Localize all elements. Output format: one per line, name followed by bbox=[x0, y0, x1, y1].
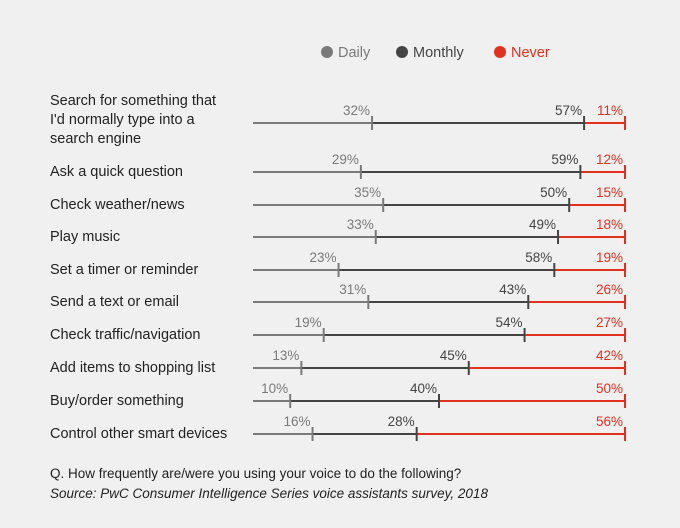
never-value-label: 27% bbox=[596, 315, 623, 330]
category-label: Check weather/news bbox=[50, 197, 185, 213]
monthly-value-label: 43% bbox=[499, 282, 526, 297]
category-label: Buy/order something bbox=[50, 393, 184, 409]
never-value-label: 19% bbox=[596, 250, 623, 265]
category-label: search engine bbox=[50, 131, 141, 147]
category-label: I'd normally type into a bbox=[50, 112, 196, 128]
monthly-value-label: 50% bbox=[540, 185, 567, 200]
question-text: Q. How frequently are/were you using you… bbox=[50, 466, 462, 481]
category-label: Search for something that bbox=[50, 93, 216, 109]
daily-value-label: 16% bbox=[283, 414, 310, 429]
category-label: Control other smart devices bbox=[50, 426, 227, 442]
legend-label-never: Never bbox=[511, 45, 550, 61]
never-value-label: 18% bbox=[596, 217, 623, 232]
never-value-label: 26% bbox=[596, 282, 623, 297]
daily-value-label: 29% bbox=[332, 152, 359, 167]
monthly-value-label: 58% bbox=[525, 250, 552, 265]
category-label: Set a timer or reminder bbox=[50, 262, 198, 278]
monthly-value-label: 49% bbox=[529, 217, 556, 232]
monthly-value-label: 45% bbox=[440, 348, 467, 363]
never-value-label: 56% bbox=[596, 414, 623, 429]
daily-value-label: 19% bbox=[295, 315, 322, 330]
daily-value-label: 32% bbox=[343, 103, 370, 118]
never-value-label: 50% bbox=[596, 381, 623, 396]
never-value-label: 12% bbox=[596, 152, 623, 167]
never-value-label: 15% bbox=[596, 185, 623, 200]
daily-value-label: 13% bbox=[272, 348, 299, 363]
monthly-value-label: 57% bbox=[555, 103, 582, 118]
daily-value-label: 31% bbox=[339, 282, 366, 297]
category-label: Add items to shopping list bbox=[50, 360, 215, 376]
category-label: Check traffic/navigation bbox=[50, 327, 200, 343]
category-label: Send a text or email bbox=[50, 294, 179, 310]
source-text: Source: PwC Consumer Intelligence Series… bbox=[50, 486, 488, 501]
daily-value-label: 33% bbox=[347, 217, 374, 232]
monthly-value-label: 59% bbox=[551, 152, 578, 167]
monthly-value-label: 40% bbox=[410, 381, 437, 396]
monthly-value-label: 28% bbox=[388, 414, 415, 429]
never-value-label: 42% bbox=[596, 348, 623, 363]
legend-label-daily: Daily bbox=[338, 45, 371, 61]
category-label: Ask a quick question bbox=[50, 164, 183, 180]
category-label: Play music bbox=[50, 229, 120, 245]
legend-marker-never bbox=[494, 46, 506, 58]
daily-value-label: 35% bbox=[354, 185, 381, 200]
daily-value-label: 23% bbox=[310, 250, 337, 265]
legend-label-monthly: Monthly bbox=[413, 45, 465, 61]
daily-value-label: 10% bbox=[261, 381, 288, 396]
legend-marker-daily bbox=[321, 46, 333, 58]
monthly-value-label: 54% bbox=[496, 315, 523, 330]
never-value-label: 11% bbox=[597, 103, 623, 118]
legend-marker-monthly bbox=[396, 46, 408, 58]
